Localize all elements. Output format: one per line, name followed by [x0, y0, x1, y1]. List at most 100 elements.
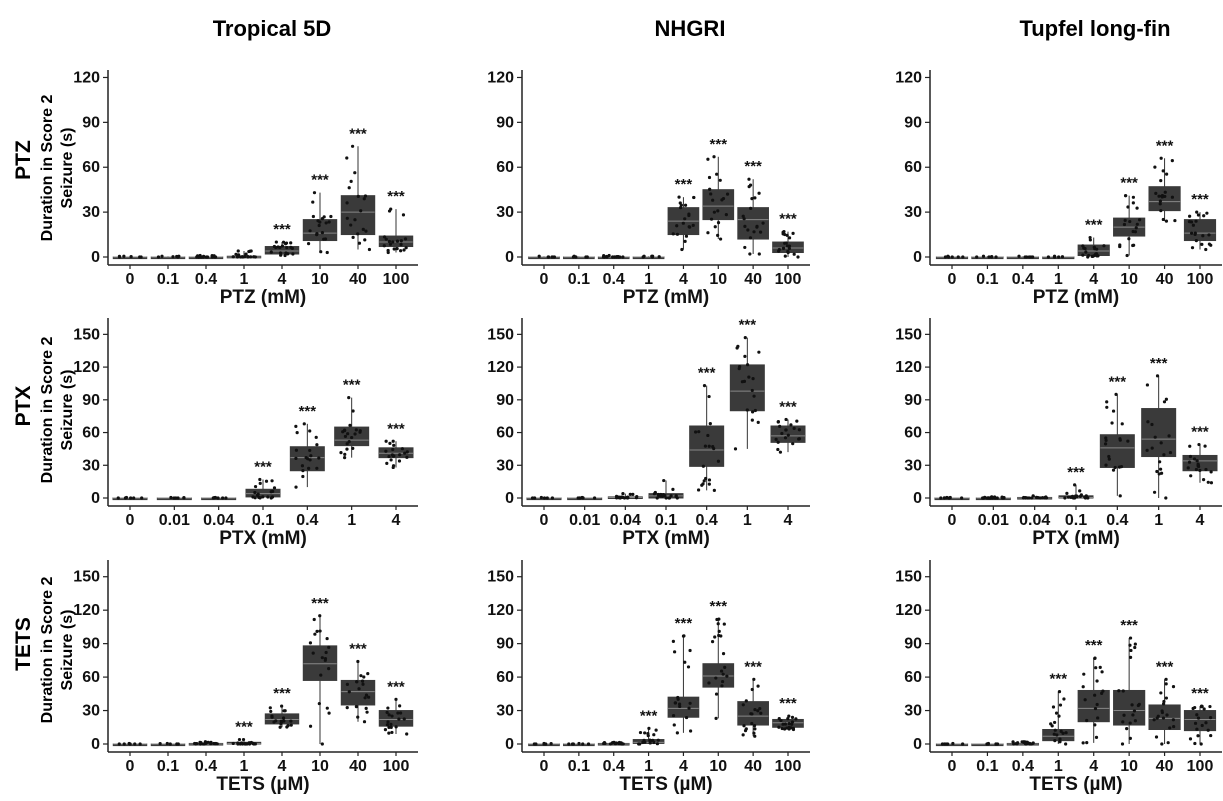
data-point [1128, 636, 1133, 640]
data-point [359, 209, 363, 213]
x-tick-label: 4 [679, 271, 688, 288]
data-point [1191, 223, 1195, 227]
data-point [1078, 489, 1082, 493]
data-point [278, 251, 283, 255]
data-point [364, 229, 368, 233]
data-point [397, 717, 401, 721]
data-point [1209, 470, 1213, 474]
data-point [258, 496, 262, 500]
x-tick-label: 1 [644, 271, 653, 288]
data-point [1189, 474, 1193, 478]
box-0 [526, 495, 562, 501]
box-body [1183, 710, 1217, 732]
data-point [1190, 231, 1194, 235]
x-tick-label: 0 [126, 512, 135, 529]
data-point [791, 231, 795, 235]
data-point [214, 741, 218, 746]
data-point [1084, 250, 1088, 254]
data-point [750, 687, 754, 692]
data-point [1204, 467, 1208, 472]
y-tick-label: 120 [73, 602, 100, 619]
data-point [283, 709, 287, 713]
data-point [1093, 656, 1097, 660]
data-point [1027, 255, 1031, 259]
data-point [641, 255, 645, 259]
data-point [1132, 709, 1137, 713]
data-point [673, 650, 677, 654]
x-tick-label: 0.4 [1012, 758, 1034, 775]
data-point [792, 252, 796, 256]
data-point [236, 249, 240, 253]
box-body [1113, 689, 1146, 726]
x-tick-label: 0.1 [976, 271, 998, 288]
data-point [1170, 195, 1174, 199]
data-point [988, 496, 992, 500]
data-point [618, 742, 623, 746]
panel-tropical-5d-ptx: 0 30 60 90 120 150 0 0.01 0.04 *** 0.1 *** 0.4 *** 1 **… [73, 318, 418, 549]
data-point [1092, 253, 1097, 258]
x-tick-label: 1 [1054, 271, 1063, 288]
data-point [783, 254, 787, 258]
box-10: *** [302, 172, 338, 255]
data-point [1043, 496, 1047, 500]
data-point [753, 707, 757, 712]
data-point [778, 424, 782, 428]
data-point [1193, 232, 1197, 237]
data-point [395, 239, 400, 243]
data-point [278, 725, 282, 729]
data-point [550, 255, 554, 259]
data-point [1105, 400, 1109, 404]
data-point [712, 155, 716, 159]
data-point [1125, 727, 1129, 731]
data-point [708, 422, 712, 426]
box-100: *** [772, 695, 804, 732]
data-point [398, 704, 402, 708]
data-point [1145, 383, 1150, 387]
y-tick-label: 30 [496, 457, 514, 474]
data-point [752, 394, 756, 398]
data-point [1187, 460, 1192, 464]
box-1 [1042, 254, 1075, 260]
data-point [133, 742, 137, 746]
data-point [608, 742, 613, 746]
data-point [586, 742, 591, 746]
data-point [986, 742, 990, 746]
data-point [712, 446, 716, 451]
data-point [1195, 713, 1199, 717]
data-point [392, 443, 396, 447]
data-point [387, 209, 392, 213]
data-point [1084, 494, 1088, 498]
data-point [264, 479, 269, 483]
data-point [776, 420, 780, 424]
data-point [1165, 713, 1169, 717]
data-point [1063, 496, 1067, 500]
significance-label: *** [349, 640, 367, 657]
box-0-1 [563, 741, 595, 747]
data-point [394, 725, 398, 729]
y-axis-title-line-2-row-ptz: Seizure (s) [59, 128, 76, 209]
data-point [675, 731, 679, 735]
data-point [348, 423, 352, 427]
data-point [707, 175, 712, 180]
box-10: *** [702, 136, 735, 241]
data-point [1130, 703, 1134, 707]
data-point [1146, 420, 1150, 424]
data-point [725, 192, 730, 196]
data-point [123, 496, 128, 500]
data-point [346, 432, 350, 436]
box-0-01 [156, 495, 192, 501]
data-point [674, 494, 678, 499]
data-point [1188, 214, 1192, 218]
row-titles: PTZ PTX TETS [12, 140, 35, 671]
y-tick-label: 0 [913, 490, 922, 507]
data-point [692, 195, 696, 200]
box-10: *** [302, 595, 338, 746]
y-tick-label: 60 [904, 425, 922, 442]
data-point [355, 680, 359, 684]
data-point [274, 240, 278, 244]
data-point [1164, 696, 1168, 700]
data-point [795, 419, 799, 423]
data-point [1103, 442, 1108, 446]
box-body [702, 663, 735, 688]
x-tick-label: 10 [709, 758, 727, 775]
